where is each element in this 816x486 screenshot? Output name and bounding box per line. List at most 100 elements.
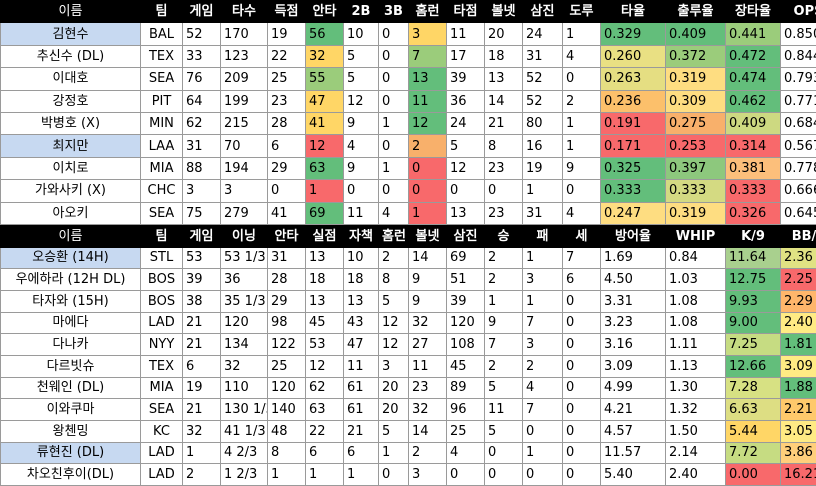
pitchers-stat-cell[interactable]: 6 — [305, 441, 344, 465]
pitchers-stat-cell[interactable]: 11.57 — [600, 441, 666, 465]
batters-stat-cell[interactable]: 6 — [267, 134, 306, 158]
pitchers-stat-cell[interactable]: 14 — [408, 246, 447, 270]
pitchers-stat-cell[interactable]: 16.21 — [780, 463, 816, 486]
pitchers-stat-cell[interactable]: 28 — [267, 268, 306, 291]
pitchers-stat-cell[interactable]: 1 — [522, 441, 563, 465]
batters-stat-cell[interactable]: 0.472 — [725, 44, 781, 69]
pitchers-stat-cell[interactable]: 1 — [267, 463, 306, 486]
pitchers-stat-cell[interactable]: 5 — [378, 289, 409, 313]
batters-player-name-cell[interactable]: 이치로 — [0, 156, 141, 181]
pitchers-player-name-cell[interactable]: 마에다 — [0, 311, 141, 335]
batters-header-cell[interactable]: 이름 — [0, 0, 141, 24]
batters-stat-cell[interactable]: 0 — [378, 89, 409, 113]
pitchers-stat-cell[interactable]: 8 — [267, 441, 306, 465]
batters-stat-cell[interactable]: 0 — [562, 179, 601, 203]
pitchers-stat-cell[interactable]: 27 — [408, 333, 447, 356]
pitchers-stat-cell[interactable]: 5 — [484, 419, 523, 443]
pitchers-stat-cell[interactable]: 8 — [378, 268, 409, 291]
pitchers-stat-cell[interactable]: 11 — [408, 354, 447, 378]
pitchers-stat-cell[interactable]: LAD — [140, 463, 183, 486]
batters-stat-cell[interactable]: 52 — [522, 67, 563, 91]
pitchers-stat-cell[interactable]: 1.13 — [665, 354, 726, 378]
pitchers-stat-cell[interactable]: 3.23 — [600, 311, 666, 335]
batters-stat-cell[interactable]: 0 — [484, 179, 523, 203]
pitchers-header-cell[interactable]: K/9 — [725, 225, 781, 248]
batters-stat-cell[interactable]: 1 — [562, 134, 601, 158]
batters-stat-cell[interactable]: 0.236 — [600, 89, 666, 113]
pitchers-stat-cell[interactable]: 120 — [267, 376, 306, 400]
batters-stat-cell[interactable]: 215 — [220, 111, 268, 136]
pitchers-stat-cell[interactable]: 0.84 — [665, 246, 726, 270]
batters-player-name-cell[interactable]: 가와사키 (X) — [0, 179, 141, 203]
batters-stat-cell[interactable]: 31 — [182, 134, 221, 158]
pitchers-stat-cell[interactable]: 2.21 — [780, 398, 816, 421]
pitchers-stat-cell[interactable]: 11 — [484, 398, 523, 421]
batters-stat-cell[interactable]: 31 — [522, 201, 563, 226]
batters-stat-cell[interactable]: 0.309 — [665, 89, 726, 113]
batters-stat-cell[interactable]: 0.260 — [600, 44, 666, 69]
batters-stat-cell[interactable]: 41 — [267, 201, 306, 226]
pitchers-stat-cell[interactable]: 7.28 — [725, 376, 781, 400]
batters-stat-cell[interactable]: 11 — [408, 89, 447, 113]
batters-stat-cell[interactable]: 52 — [522, 89, 563, 113]
batters-stat-cell[interactable]: 0.462 — [725, 89, 781, 113]
batters-header-cell[interactable]: 안타 — [305, 0, 344, 24]
pitchers-stat-cell[interactable]: 5.40 — [600, 463, 666, 486]
pitchers-stat-cell[interactable]: 22 — [305, 419, 344, 443]
pitchers-stat-cell[interactable]: 0 — [562, 419, 601, 443]
pitchers-stat-cell[interactable]: 2 — [484, 246, 523, 270]
pitchers-stat-cell[interactable]: 5.44 — [725, 419, 781, 443]
pitchers-stat-cell[interactable]: 1.30 — [665, 376, 726, 400]
batters-stat-cell[interactable]: 3 — [408, 22, 447, 46]
pitchers-stat-cell[interactable]: 0 — [378, 463, 409, 486]
batters-stat-cell[interactable]: 75 — [182, 201, 221, 226]
batters-stat-cell[interactable]: 199 — [220, 89, 268, 113]
pitchers-stat-cell[interactable]: 1 — [484, 289, 523, 313]
batters-player-name-cell[interactable]: 최지만 — [0, 134, 141, 158]
pitchers-stat-cell[interactable]: 14 — [408, 419, 447, 443]
pitchers-stat-cell[interactable]: 32 — [408, 311, 447, 335]
batters-header-cell[interactable]: OPS — [780, 0, 816, 24]
pitchers-stat-cell[interactable]: MIA — [140, 376, 183, 400]
pitchers-stat-cell[interactable]: 53 — [305, 333, 344, 356]
pitchers-stat-cell[interactable]: 120 — [446, 311, 485, 335]
pitchers-stat-cell[interactable]: 1 — [522, 289, 563, 313]
batters-stat-cell[interactable]: 0.333 — [665, 179, 726, 203]
batters-stat-cell[interactable]: 0.793 — [780, 67, 816, 91]
batters-stat-cell[interactable]: 55 — [305, 67, 344, 91]
pitchers-stat-cell[interactable]: 31 — [267, 246, 306, 270]
batters-stat-cell[interactable]: 0.319 — [665, 67, 726, 91]
batters-stat-cell[interactable]: 88 — [182, 156, 221, 181]
pitchers-stat-cell[interactable]: 0 — [522, 419, 563, 443]
pitchers-stat-cell[interactable]: 21 — [343, 419, 379, 443]
batters-stat-cell[interactable]: 1 — [305, 179, 344, 203]
batters-stat-cell[interactable]: 0.247 — [600, 201, 666, 226]
batters-stat-cell[interactable]: 0 — [562, 67, 601, 91]
pitchers-stat-cell[interactable]: LAD — [140, 441, 183, 465]
pitchers-stat-cell[interactable]: 1.11 — [665, 333, 726, 356]
pitchers-header-cell[interactable]: 세 — [562, 225, 601, 248]
pitchers-stat-cell[interactable]: 45 — [305, 311, 344, 335]
pitchers-header-cell[interactable]: 이름 — [0, 225, 141, 248]
pitchers-stat-cell[interactable]: 6 — [182, 354, 221, 378]
batters-stat-cell[interactable]: 5 — [343, 67, 379, 91]
pitchers-stat-cell[interactable]: 0 — [562, 441, 601, 465]
batters-stat-cell[interactable]: 0.275 — [665, 111, 726, 136]
batters-header-cell[interactable]: 장타율 — [725, 0, 781, 24]
pitchers-stat-cell[interactable]: 0 — [562, 376, 601, 400]
pitchers-stat-cell[interactable]: 53 — [182, 246, 221, 270]
pitchers-stat-cell[interactable]: 1.50 — [665, 419, 726, 443]
batters-header-cell[interactable]: 출루율 — [665, 0, 726, 24]
batters-stat-cell[interactable]: 23 — [484, 201, 523, 226]
batters-player-name-cell[interactable]: 김현수 — [0, 22, 141, 46]
pitchers-header-cell[interactable]: 방어율 — [600, 225, 666, 248]
pitchers-stat-cell[interactable]: 2 — [484, 354, 523, 378]
batters-stat-cell[interactable]: 0.319 — [665, 201, 726, 226]
pitchers-stat-cell[interactable]: 2.40 — [665, 463, 726, 486]
pitchers-header-cell[interactable]: WHIP — [665, 225, 726, 248]
pitchers-header-cell[interactable]: 팀 — [140, 225, 183, 248]
pitchers-stat-cell[interactable]: 9.00 — [725, 311, 781, 335]
batters-stat-cell[interactable]: 12 — [305, 134, 344, 158]
batters-stat-cell[interactable]: 4 — [562, 201, 601, 226]
batters-stat-cell[interactable]: 64 — [182, 89, 221, 113]
